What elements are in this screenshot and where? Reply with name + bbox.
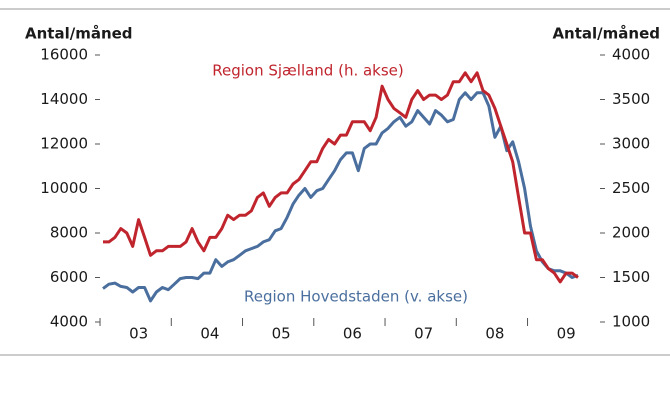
series-line [103,71,579,284]
x-tick-label: 08 [485,325,504,343]
y-tick-label: 4000 [50,313,88,331]
y-tick-label: 10000 [40,179,88,197]
y2-axis-label: Antal/måned [552,25,660,43]
series-label: Region Hovedstaden (v. akse) [244,288,468,306]
x-tick-label: 09 [557,325,576,343]
y2-tick-label: 4000 [612,46,650,64]
y2-tick-label: 1500 [612,268,650,286]
series-line [102,91,579,303]
x-tick-label: 06 [343,325,362,343]
y2-tick-label: 1000 [612,313,650,331]
y2-tick-label: 2000 [612,224,650,242]
x-tick-label: 03 [129,325,148,343]
y-tick-label: 8000 [50,224,88,242]
y-axis-label: Antal/måned [25,25,133,43]
x-tick-label: 07 [414,325,433,343]
y2-tick-label: 2500 [612,179,650,197]
x-tick-label: 05 [272,325,291,343]
series-label: Region Sjælland (h. akse) [212,62,404,80]
y-tick-label: 6000 [50,268,88,286]
y-tick-label: 14000 [40,90,88,108]
y2-tick-label: 3500 [612,90,650,108]
y2-tick-label: 3000 [612,135,650,153]
x-tick-label: 04 [200,325,219,343]
y-tick-label: 12000 [40,135,88,153]
y-tick-label: 16000 [40,46,88,64]
